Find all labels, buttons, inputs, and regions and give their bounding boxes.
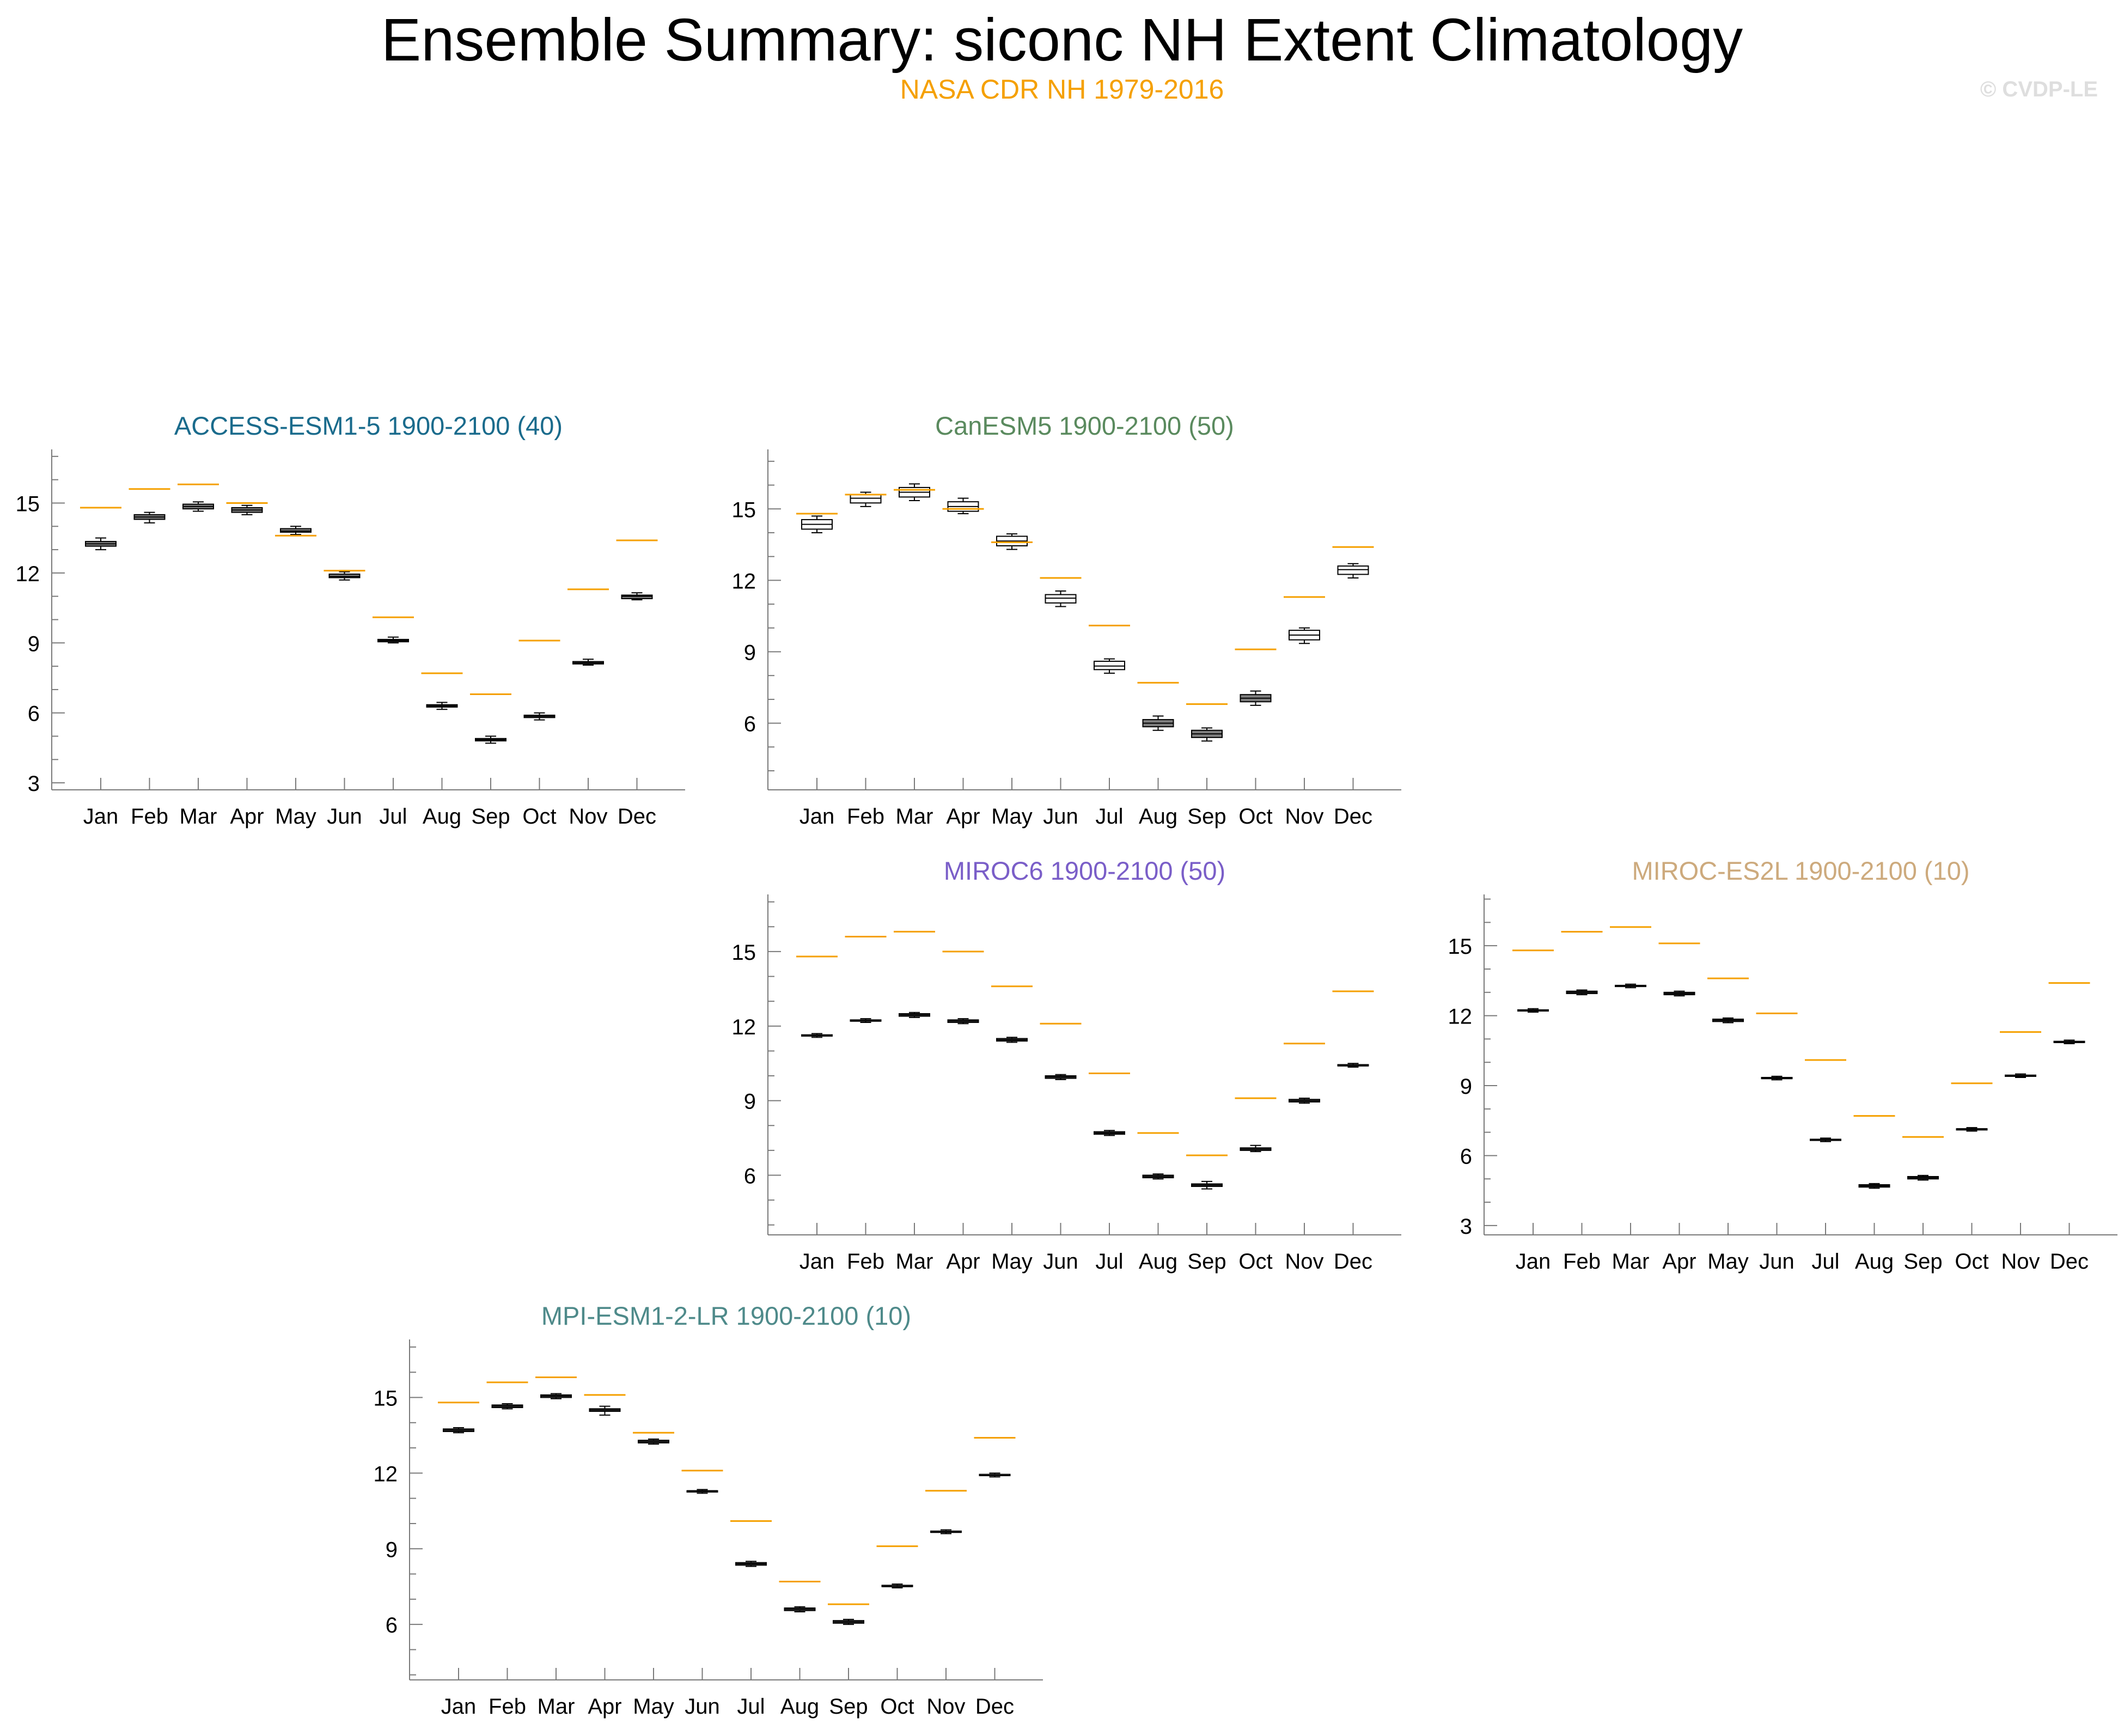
x-tick-label: Jul bbox=[1095, 1250, 1123, 1274]
y-tick-label: 12 bbox=[374, 1462, 398, 1486]
x-tick-label: Jan bbox=[1516, 1250, 1551, 1274]
x-tick-label: Apr bbox=[588, 1695, 621, 1719]
x-tick-label: Aug bbox=[423, 805, 461, 829]
y-tick-label: 15 bbox=[1448, 935, 1473, 959]
x-tick-label: Sep bbox=[1187, 1250, 1226, 1274]
x-tick-label: Jun bbox=[1043, 1250, 1078, 1274]
x-tick-label: Aug bbox=[780, 1695, 819, 1719]
panel-title: MPI-ESM1-2-LR 1900-2100 (10) bbox=[541, 1301, 911, 1330]
y-tick-label: 9 bbox=[386, 1538, 398, 1562]
x-tick-label: Jan bbox=[799, 1250, 835, 1274]
x-tick-label: Dec bbox=[618, 805, 656, 829]
y-tick-label: 15 bbox=[732, 498, 756, 522]
y-tick-label: 12 bbox=[1448, 1005, 1473, 1029]
x-tick-label: Dec bbox=[975, 1695, 1014, 1719]
x-tick-label: May bbox=[275, 805, 316, 829]
x-tick-label: Nov bbox=[926, 1695, 965, 1719]
x-tick-label: May bbox=[991, 1250, 1033, 1274]
panel-title: MIROC6 1900-2100 (50) bbox=[944, 856, 1225, 885]
x-tick-label: Jun bbox=[685, 1695, 720, 1719]
x-tick-label: Dec bbox=[1334, 805, 1372, 829]
panel-title: CanESM5 1900-2100 (50) bbox=[935, 411, 1234, 440]
x-tick-label: Aug bbox=[1139, 1250, 1177, 1274]
x-tick-label: Mar bbox=[896, 805, 933, 829]
y-tick-label: 6 bbox=[744, 712, 756, 736]
x-tick-label: Feb bbox=[847, 1250, 884, 1274]
x-tick-label: Feb bbox=[489, 1695, 526, 1719]
y-tick-label: 9 bbox=[1460, 1075, 1472, 1099]
x-tick-label: Feb bbox=[1563, 1250, 1601, 1274]
x-tick-label: Jan bbox=[83, 805, 119, 829]
x-tick-label: Jan bbox=[799, 805, 835, 829]
x-tick-label: Dec bbox=[1334, 1250, 1372, 1274]
y-tick-label: 9 bbox=[744, 641, 756, 665]
x-tick-label: Oct bbox=[880, 1695, 914, 1719]
x-tick-label: Apr bbox=[230, 805, 264, 829]
box-iqr bbox=[621, 594, 653, 599]
y-tick-label: 12 bbox=[732, 569, 756, 593]
y-tick-label: 12 bbox=[16, 562, 40, 586]
x-tick-label: Nov bbox=[1285, 1250, 1323, 1274]
x-tick-label: Feb bbox=[847, 805, 884, 829]
y-tick-label: 15 bbox=[732, 941, 756, 965]
x-tick-label: Oct bbox=[1238, 805, 1272, 829]
box-iqr bbox=[328, 574, 361, 578]
box-iqr bbox=[1045, 594, 1077, 604]
x-tick-label: Mar bbox=[180, 805, 217, 829]
x-tick-label: Nov bbox=[1285, 805, 1323, 829]
y-tick-label: 15 bbox=[16, 492, 40, 516]
x-tick-label: Aug bbox=[1855, 1250, 1894, 1274]
x-tick-label: Apr bbox=[946, 1250, 980, 1274]
x-tick-label: Jun bbox=[1759, 1250, 1795, 1274]
x-tick-label: Mar bbox=[1612, 1250, 1650, 1274]
x-tick-label: Jul bbox=[1095, 805, 1123, 829]
x-tick-label: Jul bbox=[1811, 1250, 1839, 1274]
x-tick-label: Jan bbox=[441, 1695, 477, 1719]
panel-title: ACCESS-ESM1-5 1900-2100 (40) bbox=[174, 411, 563, 440]
x-tick-label: Mar bbox=[538, 1695, 575, 1719]
x-tick-label: Sep bbox=[1187, 805, 1226, 829]
y-tick-label: 6 bbox=[28, 702, 40, 726]
y-tick-label: 12 bbox=[732, 1015, 756, 1039]
y-tick-label: 6 bbox=[386, 1613, 398, 1637]
x-tick-label: Mar bbox=[896, 1250, 933, 1274]
x-tick-label: May bbox=[991, 805, 1033, 829]
x-tick-label: Nov bbox=[2001, 1250, 2040, 1274]
x-tick-label: Oct bbox=[1955, 1250, 1988, 1274]
x-tick-label: Sep bbox=[1903, 1250, 1942, 1274]
x-tick-label: Oct bbox=[522, 805, 556, 829]
x-tick-label: Jul bbox=[737, 1695, 765, 1719]
box-iqr bbox=[1094, 660, 1125, 671]
x-tick-label: Nov bbox=[569, 805, 607, 829]
copyright-label: © CVDP-LE bbox=[1980, 77, 2098, 101]
x-tick-label: Feb bbox=[131, 805, 168, 829]
x-tick-label: Sep bbox=[829, 1695, 868, 1719]
x-tick-label: Dec bbox=[2050, 1250, 2089, 1274]
page-title: Ensemble Summary: siconc NH Extent Clima… bbox=[381, 7, 1743, 74]
panel-title: MIROC-ES2L 1900-2100 (10) bbox=[1632, 856, 1970, 885]
x-tick-label: Sep bbox=[471, 805, 510, 829]
x-tick-label: Jul bbox=[379, 805, 407, 829]
y-tick-label: 6 bbox=[744, 1165, 756, 1189]
box-iqr bbox=[850, 494, 882, 504]
x-tick-label: May bbox=[1707, 1250, 1749, 1274]
observations-subtitle: NASA CDR NH 1979-2016 bbox=[900, 74, 1224, 105]
y-tick-label: 9 bbox=[28, 632, 40, 656]
box-iqr bbox=[280, 528, 312, 533]
x-tick-label: Jun bbox=[1043, 805, 1078, 829]
y-tick-label: 6 bbox=[1460, 1144, 1472, 1168]
x-tick-label: Apr bbox=[1662, 1250, 1696, 1274]
y-tick-label: 15 bbox=[374, 1386, 398, 1410]
x-tick-label: Aug bbox=[1139, 805, 1177, 829]
y-tick-label: 9 bbox=[744, 1090, 756, 1114]
x-tick-label: Oct bbox=[1238, 1250, 1272, 1274]
box-iqr bbox=[1337, 565, 1369, 575]
y-tick-label: 3 bbox=[28, 772, 40, 796]
x-tick-label: Jun bbox=[327, 805, 362, 829]
x-tick-label: May bbox=[633, 1695, 674, 1719]
x-tick-label: Apr bbox=[946, 805, 980, 829]
y-tick-label: 3 bbox=[1460, 1215, 1472, 1239]
